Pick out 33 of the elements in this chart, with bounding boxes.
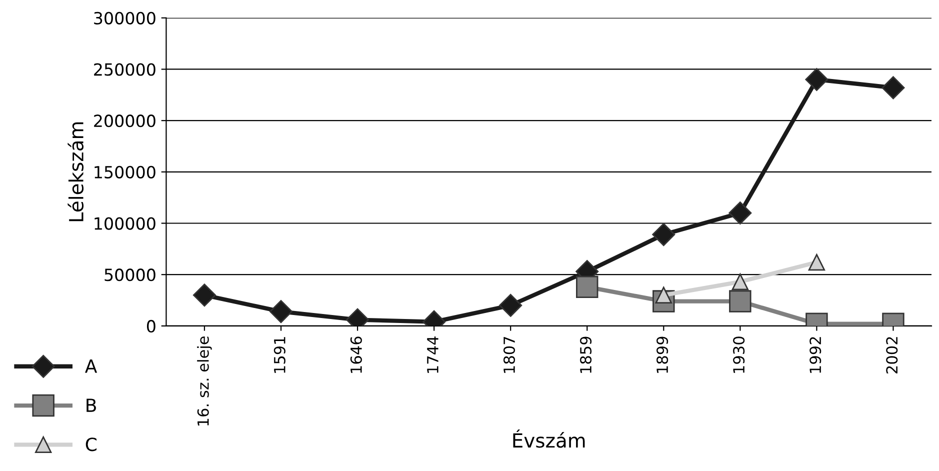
point	[882, 76, 905, 100]
legend-label: A	[85, 360, 98, 373]
y-tick-label: 50000	[104, 268, 156, 282]
y-tick-label: 100000	[94, 217, 156, 230]
x-tick-label: 1646	[350, 336, 362, 373]
point	[732, 273, 748, 290]
point	[652, 223, 676, 246]
y-tick-label: 250000	[94, 63, 156, 76]
x-tick-label: 16. sz. eleje	[197, 336, 212, 426]
point	[729, 290, 752, 312]
legend-label: C	[86, 438, 96, 452]
point	[808, 254, 826, 271]
y-tick-label: 150000	[94, 166, 156, 178]
x-tick-label: 1744	[427, 336, 438, 373]
y-tick-label: 300000	[94, 12, 156, 24]
legend-label: B	[86, 398, 96, 412]
point	[192, 284, 216, 307]
point	[270, 300, 292, 324]
y-tick-label: 200000	[94, 114, 156, 128]
point	[576, 276, 598, 298]
point	[728, 201, 752, 224]
x-tick-label: 1930	[733, 336, 745, 373]
y-tick-label: 0	[146, 320, 156, 332]
x-tick-label: 1807	[503, 336, 516, 373]
point	[499, 294, 522, 317]
x-tick-label: 1899	[656, 336, 668, 373]
x-tick-label: 1859	[580, 336, 592, 373]
y-axis-title: Lélekszám	[68, 122, 84, 222]
x-tick-label: 1992	[810, 337, 822, 373]
point	[805, 68, 828, 92]
x-tick-label: 1591	[274, 337, 286, 373]
x-axis-title: Évszám	[513, 430, 585, 448]
x-tick-label: 2002	[886, 337, 898, 374]
